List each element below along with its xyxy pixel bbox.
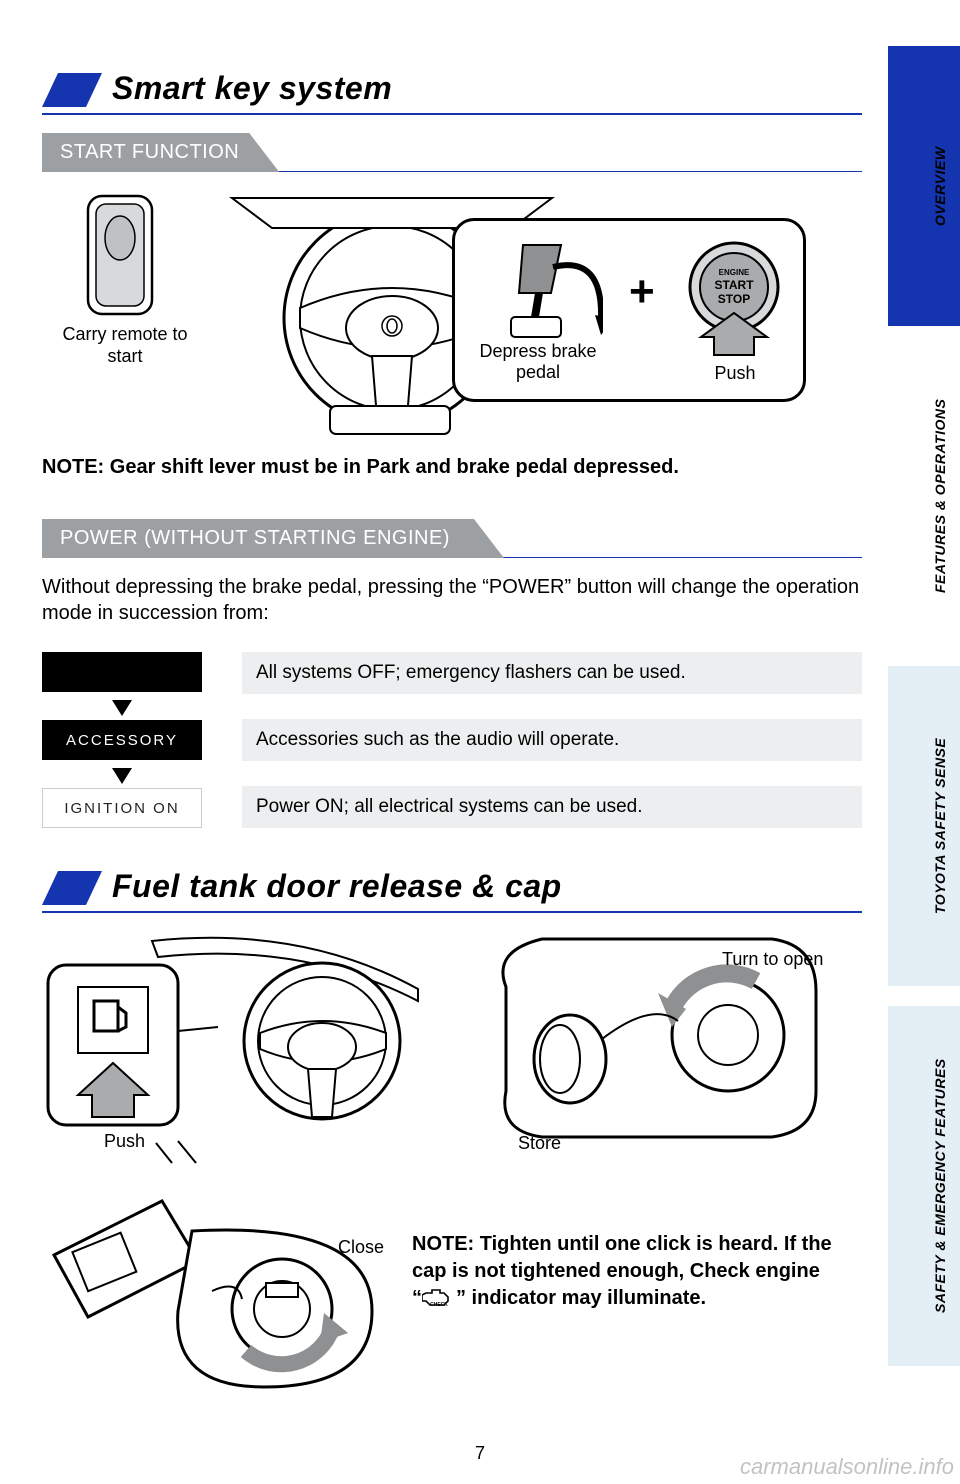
mode-ignition: IGNITION ON bbox=[42, 788, 202, 828]
title-fuel: Fuel tank door release & cap bbox=[42, 868, 862, 905]
fuel-illustration: Push Turn to open Store bbox=[42, 931, 862, 1431]
plus-icon: + bbox=[629, 267, 655, 317]
tab-features[interactable]: FEATURES & OPERATIONS bbox=[920, 346, 960, 646]
mode-line-1: Accessories such as the audio will opera… bbox=[242, 719, 862, 761]
power-description: Without depressing the brake pedal, pres… bbox=[42, 574, 862, 626]
note-park: NOTE: Gear shift lever must be in Park a… bbox=[42, 456, 862, 479]
start-panel: Depress brake pedal + ENGINE START STOP … bbox=[452, 218, 806, 402]
fuel-open-label: Turn to open bbox=[722, 949, 823, 970]
check-engine-icon: CHECK bbox=[422, 1287, 456, 1307]
fuel-release-icon bbox=[42, 931, 442, 1171]
btn-line-0: ENGINE bbox=[719, 268, 750, 277]
fuel-close-icon bbox=[42, 1191, 382, 1401]
fuel-store-label: Store bbox=[518, 1133, 561, 1154]
tab-safety[interactable]: SAFETY & EMERGENCY FEATURES bbox=[920, 1006, 960, 1366]
mode-accessory: ACCESSORY bbox=[42, 720, 202, 760]
start-button-icon: ENGINE START STOP bbox=[679, 239, 789, 359]
title-text-2: Fuel tank door release & cap bbox=[112, 868, 562, 905]
side-tabs: OVERVIEW FEATURES & OPERATIONS TOYOTA SA… bbox=[876, 0, 960, 1484]
title-text: Smart key system bbox=[112, 70, 392, 107]
fuel-note-post: ” indicator may illuminate. bbox=[456, 1287, 706, 1309]
btn-line-2: STOP bbox=[718, 292, 750, 306]
mode-off bbox=[42, 652, 202, 692]
mode-arrow-2 bbox=[42, 760, 202, 788]
title-chevron-icon bbox=[42, 73, 102, 107]
title-smart-key: Smart key system bbox=[42, 70, 862, 107]
check-engine-icon-label: CHECK bbox=[430, 1302, 448, 1307]
start-illustration: Carry remote to start bbox=[42, 188, 862, 438]
section-power: POWER (WITHOUT STARTING ENGINE) bbox=[42, 519, 862, 558]
mode-arrow-1 bbox=[42, 692, 202, 720]
btn-line-1: START bbox=[714, 278, 754, 292]
mode-block: ACCESSORY IGNITION ON All systems OFF; e… bbox=[42, 652, 862, 828]
fuel-note: NOTE: Tighten until one click is heard. … bbox=[412, 1231, 832, 1312]
fuel-push-label: Push bbox=[104, 1131, 145, 1152]
watermark: carmanualsonline.info bbox=[740, 1454, 954, 1480]
tab-tss[interactable]: TOYOTA SAFETY SENSE bbox=[920, 666, 960, 986]
page-root: OVERVIEW FEATURES & OPERATIONS TOYOTA SA… bbox=[0, 0, 960, 1484]
section-power-label: POWER (WITHOUT STARTING ENGINE) bbox=[42, 519, 504, 558]
tab-overview[interactable]: OVERVIEW bbox=[920, 46, 960, 326]
push-label: Push bbox=[685, 363, 785, 384]
title-rule-1 bbox=[42, 113, 862, 115]
content-area: Smart key system START FUNCTION Carry re… bbox=[42, 70, 862, 1431]
section-start: START FUNCTION bbox=[42, 133, 862, 172]
mode-lines: All systems OFF; emergency flashers can … bbox=[242, 652, 862, 828]
keyfob-icon bbox=[82, 194, 158, 318]
mode-line-2: Power ON; all electrical systems can be … bbox=[242, 786, 862, 828]
brake-pedal-icon bbox=[483, 239, 603, 349]
fuel-close-label: Close bbox=[338, 1237, 384, 1258]
title-chevron-icon-2 bbox=[42, 871, 102, 905]
mode-line-0: All systems OFF; emergency flashers can … bbox=[242, 652, 862, 694]
title-rule-2 bbox=[42, 911, 862, 913]
section-start-label: START FUNCTION bbox=[42, 133, 279, 172]
keyfob-caption: Carry remote to start bbox=[60, 324, 190, 367]
brake-pedal-label: Depress brake pedal bbox=[473, 341, 603, 383]
mode-stack: ACCESSORY IGNITION ON bbox=[42, 652, 242, 828]
